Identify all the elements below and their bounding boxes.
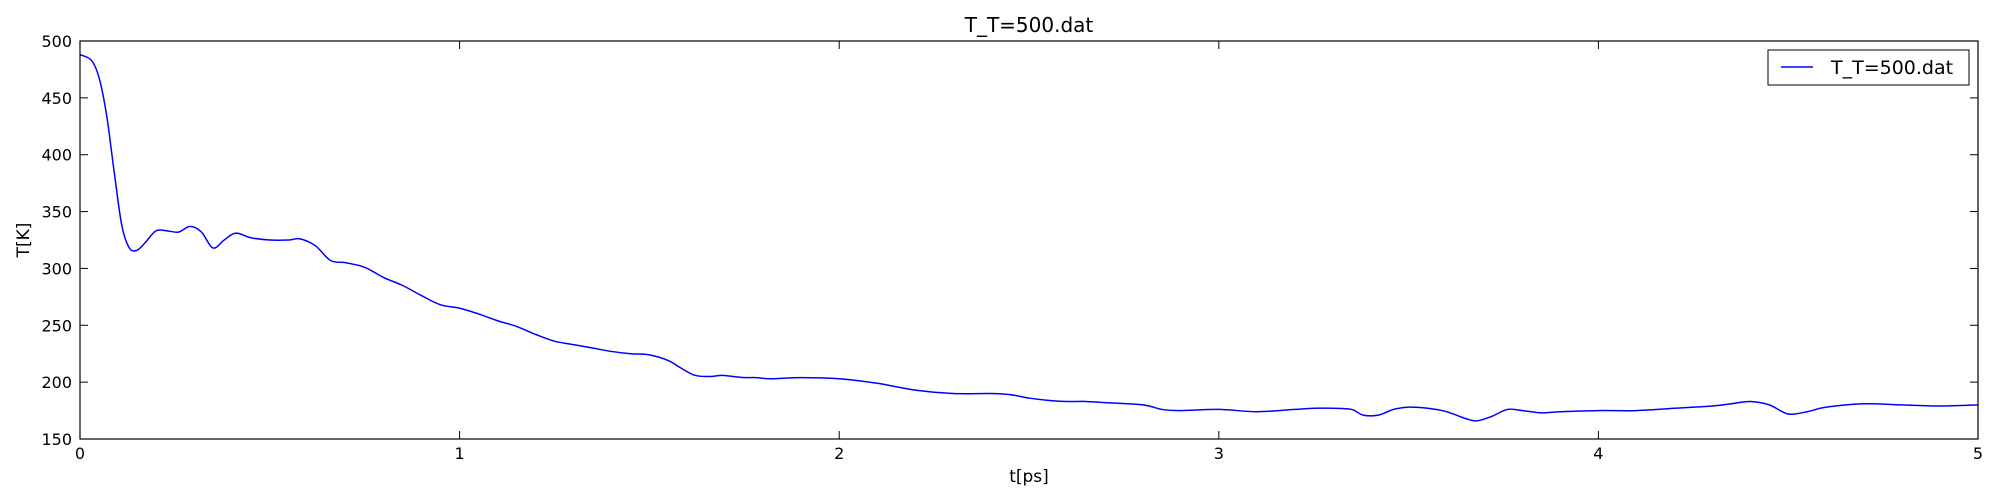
y-tick-label: 150 — [41, 430, 72, 449]
y-tick-label: 200 — [41, 373, 72, 392]
y-tick-label: 400 — [41, 146, 72, 165]
series-layer — [79, 53, 1979, 422]
x-tick-label: 5 — [1973, 444, 1983, 463]
x-tick-label: 4 — [1593, 444, 1603, 463]
x-tick-label: 2 — [834, 444, 844, 463]
y-tick-label: 500 — [41, 32, 72, 51]
y-tick-label: 450 — [41, 89, 72, 108]
y-tick-label: 300 — [41, 259, 72, 278]
x-tick-label: 0 — [75, 444, 85, 463]
x-tick-label: 3 — [1214, 444, 1224, 463]
legend-label: T_T=500.dat — [1830, 57, 1953, 79]
y-tick-label: 350 — [41, 203, 72, 222]
x-tick-label: 1 — [455, 444, 465, 463]
x-axis: 0 1 2 3 4 5 — [75, 41, 1983, 463]
legend: T_T=500.dat — [1767, 49, 1970, 86]
chart-title: T_T=500.dat — [964, 13, 1094, 37]
y-axis-label: T[K] — [14, 223, 34, 259]
series-line-0 — [79, 53, 1979, 422]
plot-area-frame — [79, 40, 1979, 440]
y-axis: 150 200 250 300 350 400 450 500 — [41, 32, 1978, 449]
y-tick-label: 250 — [41, 316, 72, 335]
x-axis-label: t[ps] — [1009, 467, 1049, 487]
